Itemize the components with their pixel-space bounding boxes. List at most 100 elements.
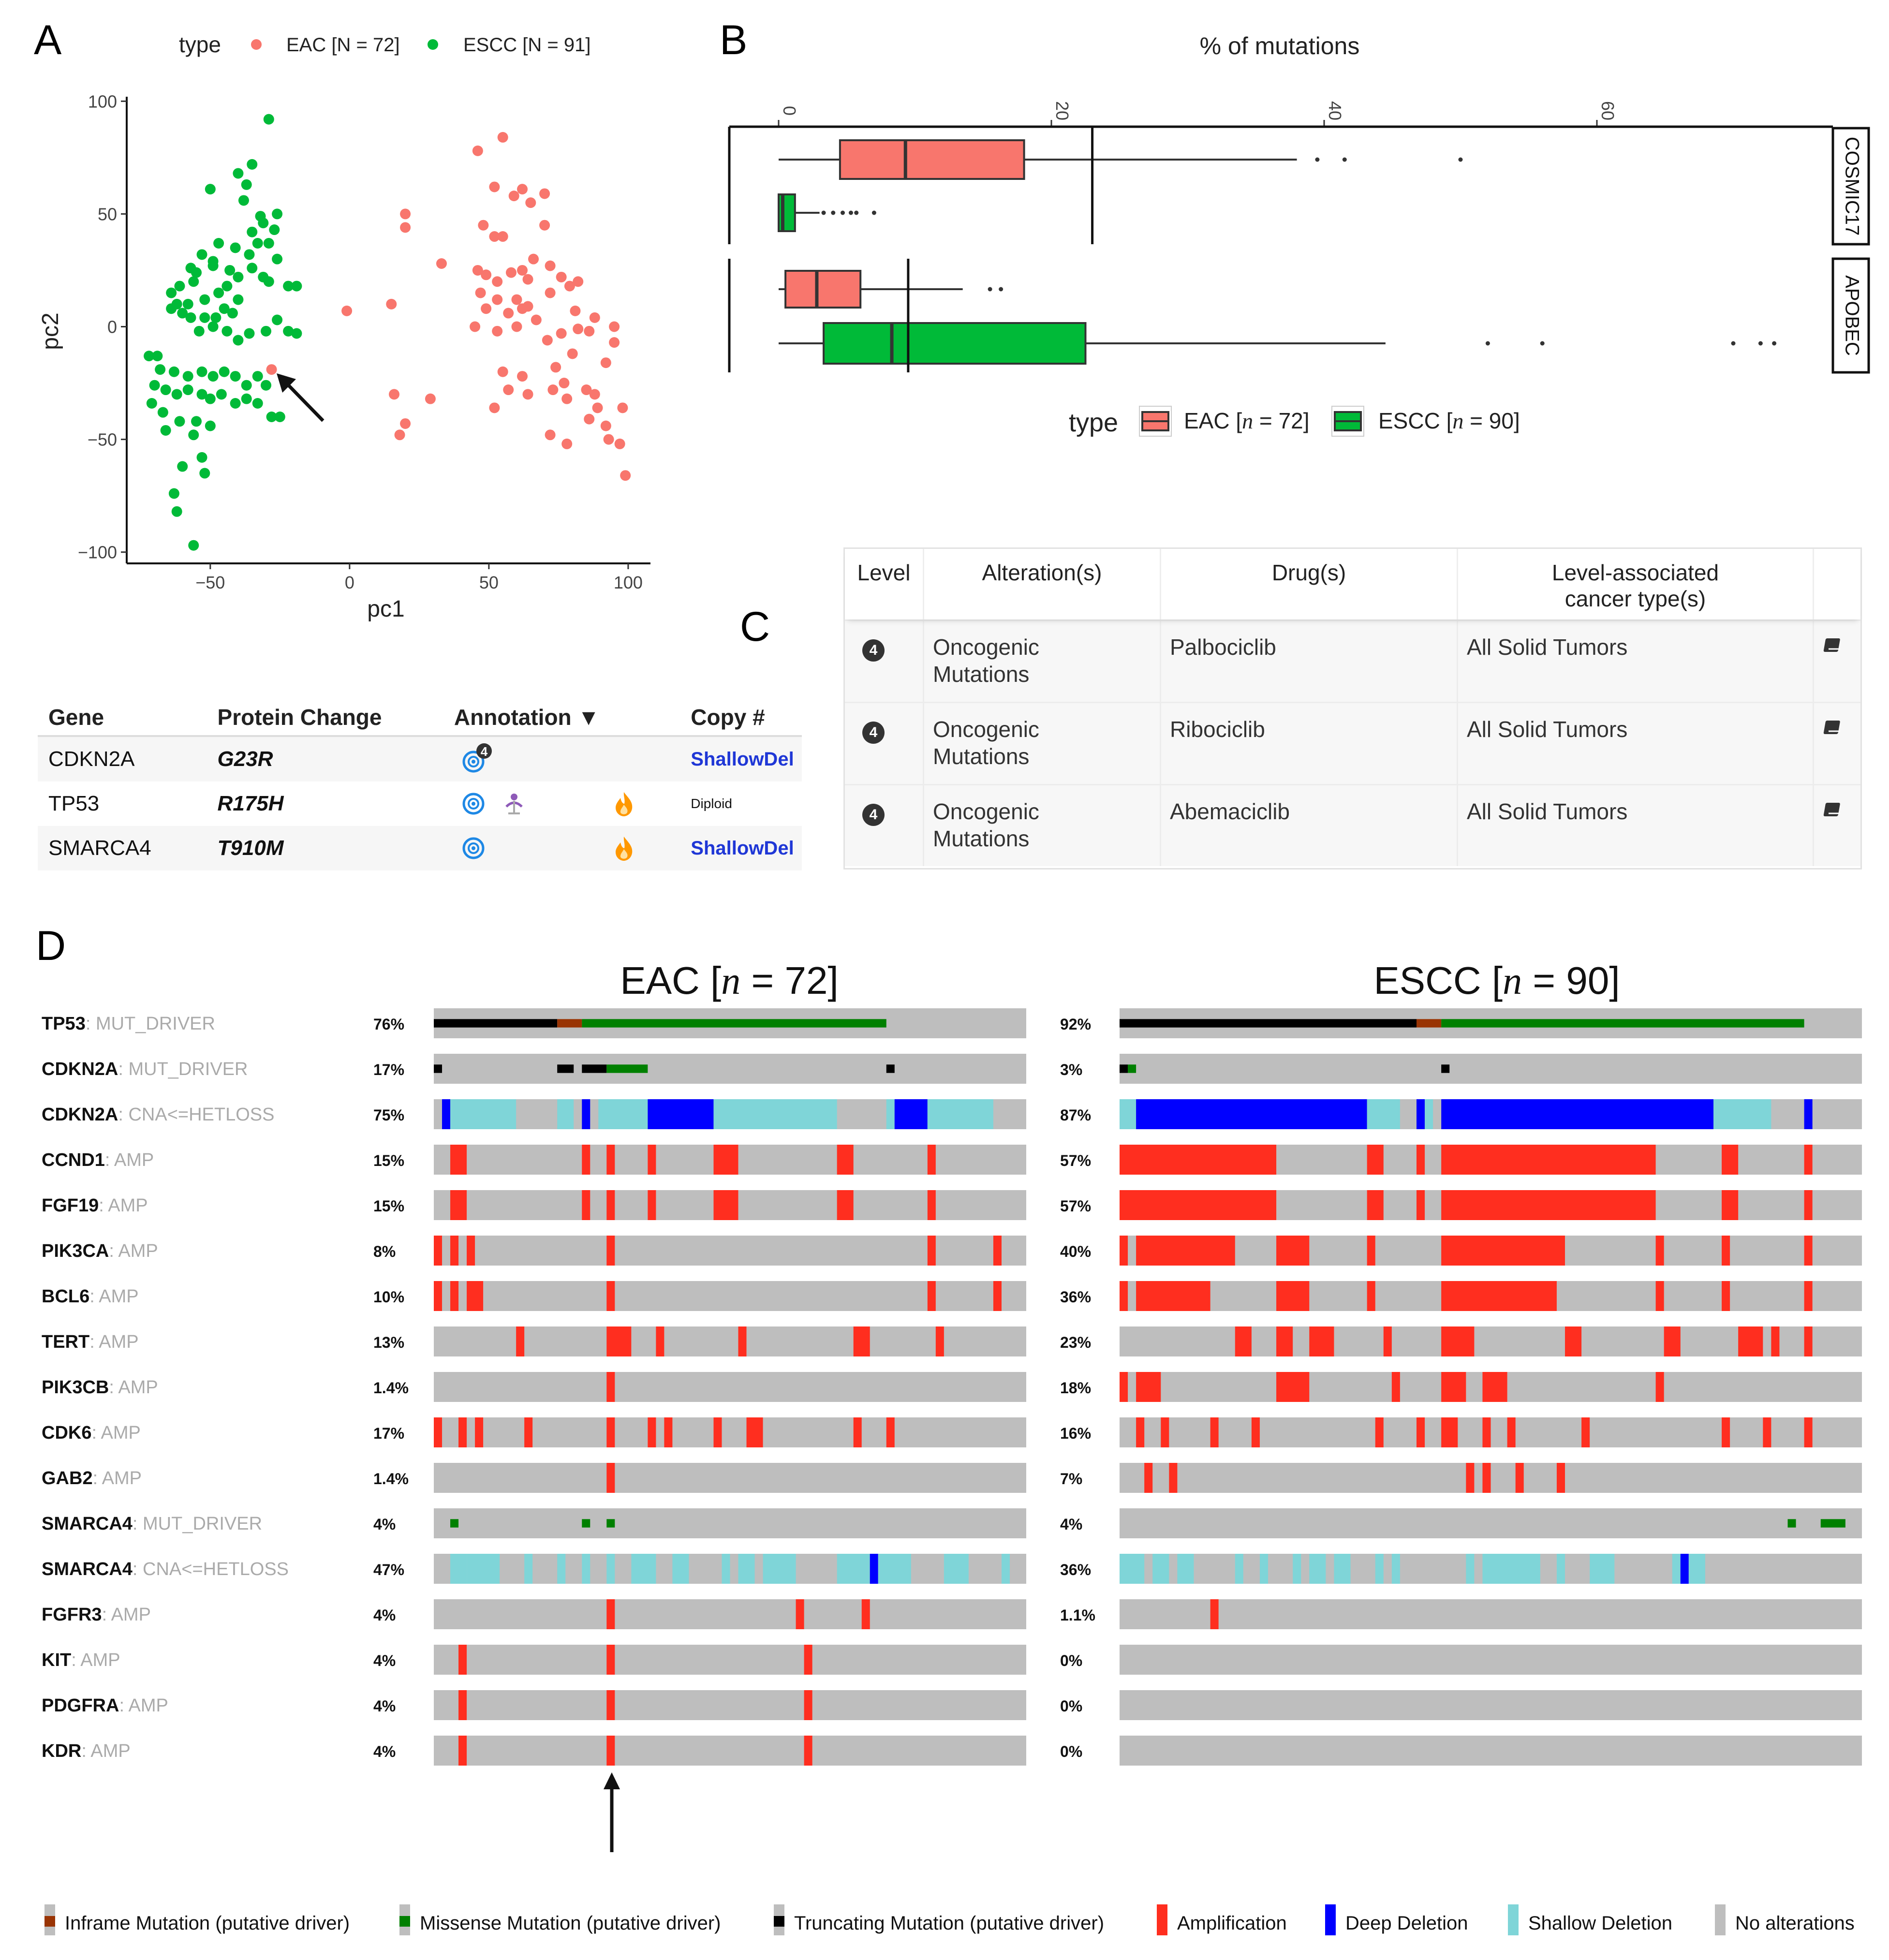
oncoprint-cell-amp <box>804 1736 812 1766</box>
oncoprint-track-escc <box>1120 1690 1862 1720</box>
oncoprint-cell-amp <box>837 1190 854 1220</box>
scatter-point <box>400 418 411 429</box>
oncoprint-track-eac <box>434 1417 1026 1447</box>
oncoprint-row: FGFR3: AMP 4% 1.1% <box>42 1599 1862 1629</box>
oncoprint-cell-amp <box>1120 1281 1128 1311</box>
hotspot-flame-icon[interactable] <box>612 835 636 862</box>
box-outlier <box>988 287 992 292</box>
oncoprint-cell-amp <box>606 1417 615 1447</box>
gene-table-header: Gene Protein Change Annotation ▼ Copy # <box>38 696 802 737</box>
oncoprint-pct-eac: 1.4% <box>373 1470 409 1488</box>
oncoprint-cell-amp <box>993 1236 1002 1266</box>
header-drugs[interactable]: Drug(s) <box>1161 549 1458 619</box>
scatter-point <box>283 280 294 292</box>
legend-n-italic-eac: n <box>1242 409 1253 433</box>
oncokb-target-icon[interactable] <box>460 790 487 817</box>
civic-icon[interactable] <box>501 790 528 817</box>
oncoprint-cell-amp <box>1210 1599 1219 1629</box>
scatter-legend-title: type <box>179 32 221 57</box>
oncoprint-pct-escc: 0% <box>1060 1697 1082 1715</box>
oncoprint-legend-label: Amplification <box>1177 1913 1287 1934</box>
scatter-point <box>539 188 550 199</box>
oncoprint-cell-amp <box>606 1690 615 1720</box>
oncoprint-cell-amp <box>1309 1326 1334 1356</box>
oncokb-target-icon[interactable] <box>460 835 487 862</box>
oncoprint-track-eac <box>434 1372 1026 1402</box>
scatter-point <box>230 371 241 382</box>
alteration-cell: Oncogenic Mutations <box>924 703 1161 784</box>
header-copy-number[interactable]: Copy # <box>691 705 765 730</box>
legend-label-eac: EAC [N = 72] <box>286 34 400 56</box>
oncoprint-cell-amp <box>606 1145 615 1175</box>
oncoprint-cell-deep <box>870 1554 878 1584</box>
oncoprint-cell-shallow <box>1177 1554 1194 1584</box>
scatter-point <box>174 416 185 427</box>
oncoprint-cell-shallow <box>722 1554 730 1584</box>
hotspot-flame-icon[interactable] <box>612 790 636 817</box>
boxplot-legend-eac: EAC [n = 72] <box>1184 408 1310 433</box>
oncoprint-cell-amp <box>458 1736 467 1766</box>
oncoprint-cell-amp <box>516 1326 525 1356</box>
scatter-point <box>177 308 188 319</box>
oncoprint-gene-label: GAB2: AMP <box>42 1468 142 1488</box>
scatter-point <box>272 314 283 325</box>
oncokb-target-icon[interactable]: 4 <box>460 742 494 776</box>
oncoprint-cell-amp <box>606 1736 615 1766</box>
header-level[interactable]: Level <box>845 549 924 619</box>
oncoprint-cell-amp <box>738 1326 747 1356</box>
scatter-point <box>511 321 522 332</box>
scatter-point <box>341 305 353 316</box>
oncoprint-cell-amp <box>606 1645 615 1675</box>
box-outlier <box>841 210 845 215</box>
oncoprint-cell-amp <box>1441 1417 1458 1447</box>
oncoprint-cell-amp <box>524 1417 533 1447</box>
scatter-point <box>620 470 631 481</box>
oncoprint-cell-amp <box>648 1190 656 1220</box>
scatter-point <box>219 366 230 377</box>
oncoprint-cell-trunc <box>886 1064 895 1073</box>
annotation-cell: 4 <box>454 737 691 781</box>
oncoprint-cell-amp <box>1276 1236 1310 1266</box>
scatter-point <box>207 371 219 382</box>
oncoprint-track-escc <box>1120 1736 1862 1766</box>
scatter-point <box>244 249 255 260</box>
scatter-point <box>492 294 503 305</box>
table-row[interactable]: 4 Oncogenic Mutations Palbociclib All Sol… <box>845 619 1860 702</box>
book-icon[interactable] <box>1814 621 1859 702</box>
header-protein-change[interactable]: Protein Change <box>217 705 382 730</box>
scatter-point <box>219 303 230 314</box>
legend-dot-eac <box>251 39 262 50</box>
table-row[interactable]: TP53 R175H Diploid <box>38 781 802 826</box>
oncoprint-cell-deep <box>1804 1099 1813 1129</box>
oncoprint-cell-amp <box>606 1281 615 1311</box>
oncoprint-cell-amp <box>458 1645 467 1675</box>
oncoprint-cell-amp <box>1169 1463 1178 1493</box>
table-row[interactable]: 4 Oncogenic Mutations Abemaciclib All Sol… <box>845 784 1860 866</box>
oncoprint-cell-shallow <box>1590 1554 1615 1584</box>
oncoprint-pct-eac: 4% <box>373 1652 396 1669</box>
book-icon[interactable] <box>1814 703 1859 784</box>
oncoprint-cell-amp <box>582 1145 590 1175</box>
y-tick-label: 100 <box>88 91 117 111</box>
box-outlier <box>1485 341 1490 346</box>
oncoprint-pct-escc: 57% <box>1060 1152 1091 1169</box>
header-cancer-types[interactable]: Level-associated cancer type(s) <box>1458 549 1814 619</box>
header-annotation[interactable]: Annotation ▼ <box>454 705 600 730</box>
oncoprint-title-eac: EAC [n = 72] <box>620 959 838 1002</box>
table-row[interactable]: SMARCA4 T910M ShallowDel <box>38 826 802 870</box>
header-blank <box>1814 549 1859 619</box>
header-alterations[interactable]: Alteration(s) <box>924 549 1161 619</box>
oncoprint-track-eac <box>434 1236 1026 1266</box>
header-gene[interactable]: Gene <box>48 705 104 730</box>
book-icon[interactable] <box>1814 785 1859 866</box>
x-tick-label: −50 <box>195 573 225 592</box>
scatter-point <box>531 314 542 325</box>
facet-strip-label: APOBEC <box>1841 275 1862 356</box>
table-row[interactable]: 4 Oncogenic Mutations Ribociclib All Soli… <box>845 702 1860 784</box>
scatter-point <box>157 407 168 418</box>
scatter-point <box>144 351 155 362</box>
oncoprint-pct-eac: 76% <box>373 1016 404 1033</box>
level-badge: 4 <box>862 639 885 662</box>
table-row[interactable]: CDKN2A G23R 4 ShallowDel <box>38 737 802 781</box>
oncoprint-cell-amp <box>1144 1463 1153 1493</box>
